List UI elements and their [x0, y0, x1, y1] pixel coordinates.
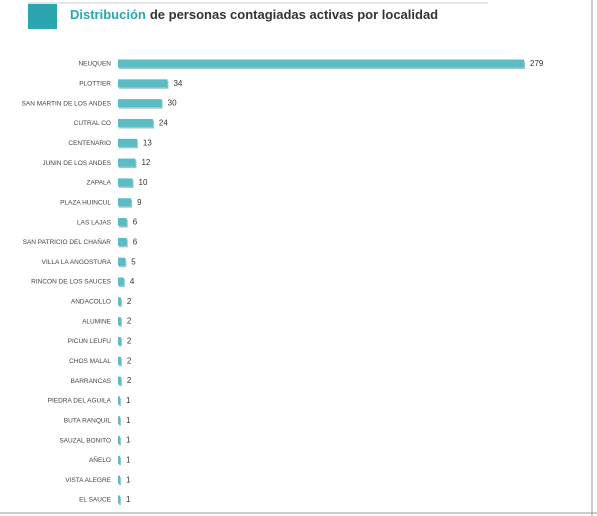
- value-label: 4: [130, 277, 135, 286]
- bar: [118, 475, 120, 484]
- bar: [118, 198, 132, 207]
- category-label: CUTRAL CO: [74, 120, 111, 127]
- category-label: EL SAUCE: [79, 497, 112, 504]
- value-label: 5: [131, 257, 136, 266]
- bar: [118, 138, 137, 147]
- value-label: 10: [139, 178, 148, 187]
- bar: [118, 317, 121, 326]
- value-label: 1: [126, 475, 131, 484]
- chart-title: Distribución de personas contagiadas acti…: [70, 7, 438, 22]
- category-label: PLAZA HUINCUL: [60, 199, 111, 206]
- value-label: 6: [133, 237, 138, 246]
- category-label: JUNIN DE LOS ANDES: [42, 160, 111, 167]
- bar: [118, 277, 124, 286]
- category-label: BUTA RANQUIL: [64, 417, 112, 424]
- value-label: 2: [127, 297, 132, 306]
- header-block: [28, 4, 57, 29]
- value-label: 2: [127, 337, 132, 346]
- bar: [118, 178, 133, 187]
- bar: [118, 297, 121, 306]
- category-label: VISTA ALEGRE: [65, 477, 111, 484]
- value-label: 1: [126, 436, 131, 445]
- value-label: 34: [173, 79, 182, 88]
- value-label: 2: [127, 317, 132, 326]
- category-label: ALUMINE: [82, 318, 112, 325]
- value-label: 1: [126, 495, 131, 504]
- bar: [118, 376, 121, 385]
- bar: [118, 158, 136, 167]
- bar: [118, 416, 120, 425]
- bar: [118, 356, 121, 365]
- value-label: 1: [126, 416, 131, 425]
- bar: [118, 218, 127, 227]
- category-label: RINCON DE LOS SAUCES: [31, 279, 111, 286]
- category-label: SAN PATRICIO DEL CHAÑAR: [23, 237, 112, 246]
- value-label: 12: [141, 158, 150, 167]
- bar: [118, 237, 127, 246]
- bar: [118, 495, 120, 504]
- category-label: ANDACOLLO: [71, 299, 111, 306]
- category-label: NEUQUEN: [78, 61, 111, 68]
- value-label: 1: [126, 455, 131, 464]
- value-label: 24: [159, 119, 168, 128]
- category-label: VILLA LA ANGOSTURA: [42, 259, 112, 266]
- category-label: PIEDRA DEL AGUILA: [48, 398, 112, 405]
- title-highlight: Distribución: [70, 7, 146, 22]
- bar: [118, 59, 524, 68]
- category-label: CENTENARIO: [68, 140, 111, 147]
- title-rest: de personas contagiadas activas por loca…: [150, 7, 438, 22]
- bar: [118, 436, 120, 445]
- bar: [118, 79, 168, 88]
- category-label: BARRANCAS: [71, 378, 112, 385]
- category-label: LAS LAJAS: [77, 219, 112, 226]
- value-label: 2: [127, 356, 132, 365]
- category-label: SAUZAL BONITO: [59, 437, 111, 444]
- bar: [118, 257, 126, 266]
- category-label: AÑELO: [89, 455, 111, 464]
- value-label: 6: [133, 218, 138, 227]
- bar: [118, 455, 120, 464]
- bar: [118, 336, 121, 345]
- bar: [118, 118, 153, 127]
- value-label: 279: [530, 59, 544, 68]
- bar: [118, 99, 162, 108]
- category-label: CHOS MALAL: [69, 358, 111, 365]
- value-label: 13: [143, 138, 152, 147]
- value-label: 1: [126, 396, 131, 405]
- category-label: SAN MARTIN DE LOS ANDES: [22, 100, 112, 107]
- value-label: 30: [168, 99, 177, 108]
- bar: [118, 396, 120, 405]
- category-label: PICUN LEUFU: [68, 338, 112, 345]
- category-label: ZAPALA: [87, 180, 112, 187]
- value-label: 2: [127, 376, 132, 385]
- category-label: PLOTTIER: [79, 81, 111, 88]
- value-label: 9: [137, 198, 142, 207]
